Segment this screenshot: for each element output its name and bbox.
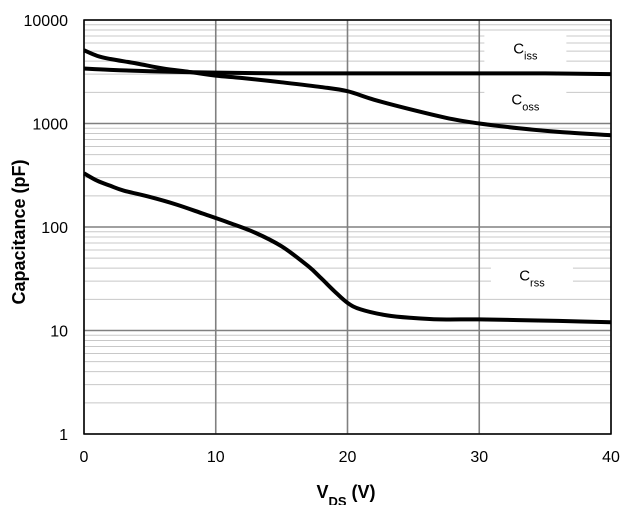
- plot-frame: [83, 19, 612, 435]
- x-axis-title-main: V: [316, 482, 328, 502]
- y-tick-label: 10: [50, 324, 68, 341]
- x-tick-label: 30: [470, 449, 488, 466]
- legend-text-sub: iss: [524, 51, 538, 63]
- series-layer: [83, 48, 612, 325]
- y-axis-title: Capacitance (pF): [9, 159, 29, 304]
- legend-box: [484, 85, 567, 114]
- x-tick-label: 20: [339, 449, 357, 466]
- tick-labels: 1 10 100 1000 10000 0 10 20 30 40: [24, 13, 621, 466]
- x-axis-title: VDS (V): [316, 482, 375, 505]
- x-tick-label: 40: [602, 449, 620, 466]
- legend-label-crss: Crss: [490, 261, 573, 290]
- legend-label-coss: Coss: [484, 85, 567, 114]
- y-tick-label: 1: [59, 427, 68, 444]
- legend-label-ciss: Ciss: [484, 34, 567, 63]
- legend-text-main: C: [519, 267, 530, 284]
- x-tick-label: 0: [80, 449, 89, 466]
- series-line-ciss: [83, 66, 612, 77]
- legend-box: [490, 261, 573, 290]
- x-tick-label: 10: [207, 449, 225, 466]
- legend-text-sub: oss: [522, 102, 540, 114]
- x-axis-title-suffix: (V): [347, 482, 376, 502]
- y-tick-label: 10000: [24, 13, 69, 30]
- legend-text: Ciss: [513, 41, 538, 63]
- legend-text-main: C: [513, 41, 524, 58]
- legend-text: Crss: [519, 267, 545, 289]
- legend-text-main: C: [511, 92, 522, 109]
- legend-box: [484, 34, 567, 63]
- grid: [83, 19, 612, 435]
- y-tick-label: 1000: [32, 117, 68, 134]
- series-line-coss: [83, 48, 612, 138]
- legend-text: Coss: [511, 92, 539, 114]
- x-axis-title-sub: DS: [328, 494, 346, 505]
- y-tick-label: 100: [41, 220, 68, 237]
- legend-text-sub: rss: [530, 277, 545, 289]
- series-line-crss: [83, 171, 612, 325]
